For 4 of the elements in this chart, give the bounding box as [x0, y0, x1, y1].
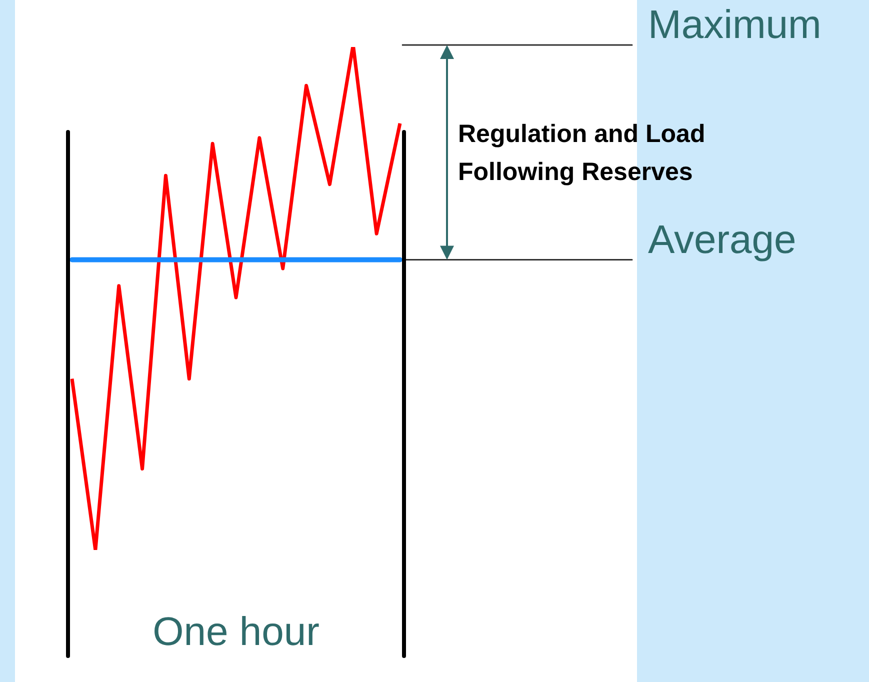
- ref-line-label: Maximum: [648, 3, 822, 47]
- ref-line-label: Average: [648, 218, 796, 262]
- x-axis-title: One hour: [152, 610, 320, 654]
- text: Regulation and Load Following Reserves: [458, 119, 706, 188]
